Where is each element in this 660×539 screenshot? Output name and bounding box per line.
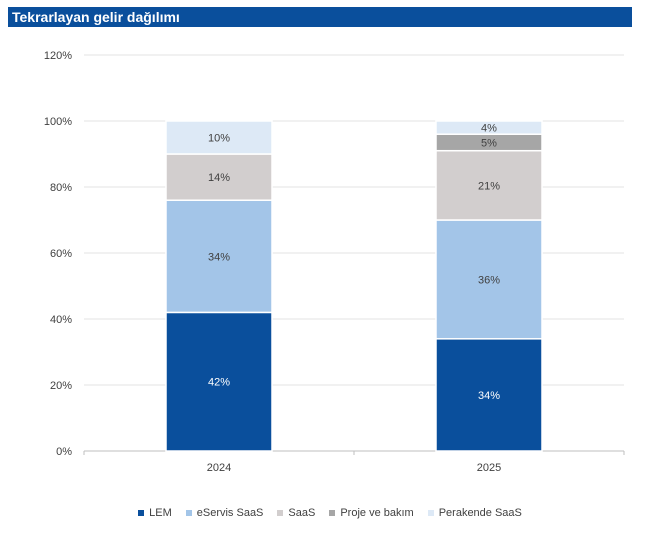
data-label: 36%: [478, 274, 500, 286]
legend-swatch: [329, 510, 336, 517]
y-tick-label: 120%: [44, 50, 72, 62]
legend-item: LEM: [138, 507, 172, 519]
legend-label: SaaS: [288, 507, 316, 519]
data-label: 14%: [208, 172, 230, 184]
legend-label: Proje ve bakım: [340, 507, 414, 519]
data-label: 4%: [481, 123, 497, 135]
legend-item: eServis SaaS: [185, 507, 264, 519]
x-tick-label: 2024: [207, 462, 231, 474]
data-label: 34%: [208, 251, 230, 263]
y-tick-label: 100%: [44, 116, 72, 128]
legend-label: eServis SaaS: [196, 507, 264, 519]
data-label: 21%: [478, 180, 500, 192]
x-tick-label: 2025: [477, 462, 501, 474]
legend-item: SaaS: [277, 507, 315, 519]
y-tick-label: 60%: [50, 248, 72, 260]
data-label: 5%: [481, 137, 497, 149]
legend-swatch: [277, 510, 284, 517]
y-tick-label: 20%: [50, 380, 72, 392]
legend-swatch: [185, 510, 192, 517]
bar-segment: [165, 199, 273, 314]
bar-segment: [165, 311, 273, 452]
bar-segment: [165, 120, 273, 155]
bar-segment: [435, 338, 543, 452]
legend-swatch: [427, 510, 434, 517]
legend-item: Perakende SaaS: [427, 507, 522, 519]
stacked-bar-chart: 0% 20% 40% 60% 80% 100% 120% 42% 34% 14% 10% 34% 36…: [44, 50, 625, 474]
data-label: 34%: [478, 390, 500, 402]
data-label: 42%: [208, 377, 230, 389]
y-tick-label: 40%: [50, 314, 72, 326]
y-tick-label: 0%: [56, 446, 72, 458]
bar-segment: [435, 120, 543, 135]
chart-legend: LEM eServis SaaS SaaS Proje ve bakım Peraken…: [0, 507, 660, 519]
legend-label: LEM: [149, 507, 172, 519]
legend-swatch: [138, 510, 145, 517]
chart-title: Tekrarlayan gelir dağılımı: [8, 7, 632, 27]
bar-segment: [435, 149, 543, 221]
legend-label: Perakende SaaS: [438, 507, 522, 519]
data-label: 10%: [208, 133, 230, 145]
y-tick-label: 80%: [50, 182, 72, 194]
bar-segment: [435, 219, 543, 340]
legend-item: Proje ve bakım: [329, 507, 414, 519]
